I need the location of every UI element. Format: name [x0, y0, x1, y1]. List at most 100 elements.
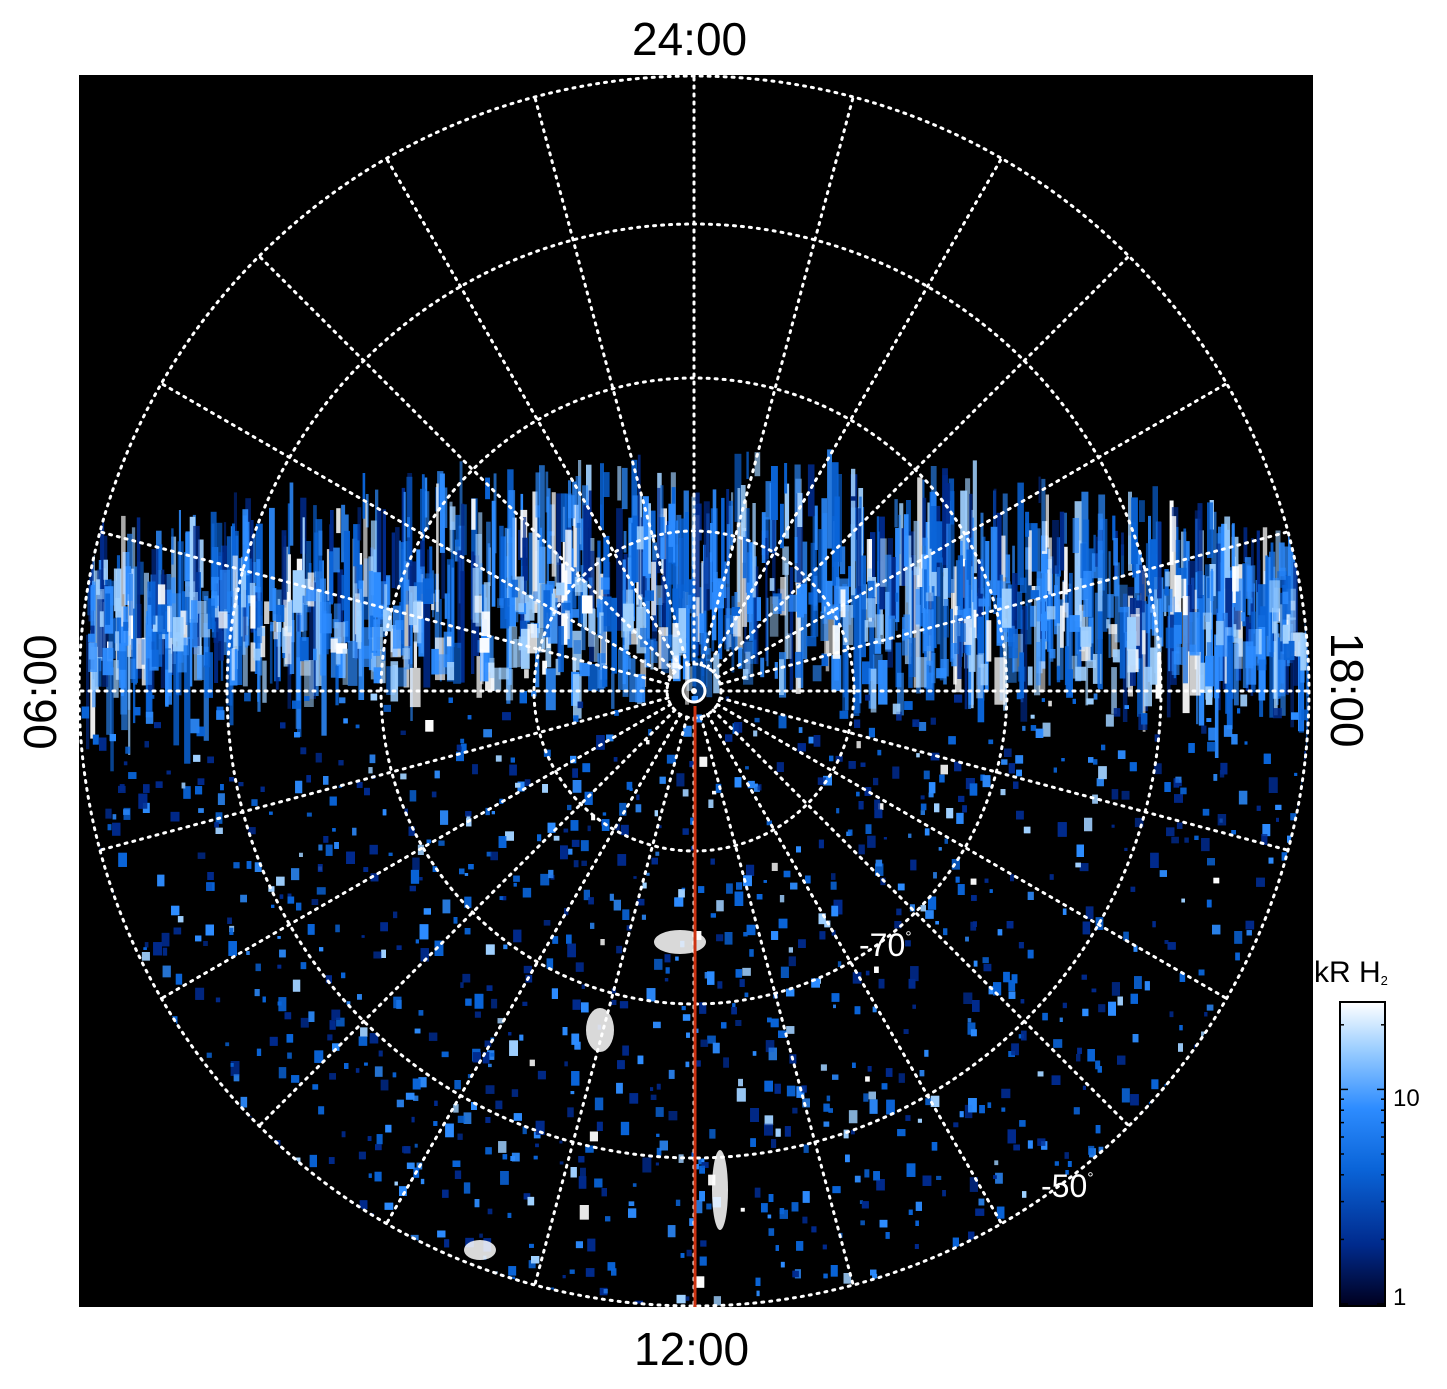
emission-speckle — [464, 896, 472, 908]
emission-oval-patch — [474, 595, 482, 613]
emission-oval-patch — [409, 667, 421, 708]
emission-speckle — [254, 862, 262, 872]
emission-oval-patch — [276, 615, 282, 632]
emission-streak — [446, 559, 454, 682]
emission-speckle — [292, 979, 301, 992]
emission-speckle — [1268, 777, 1278, 793]
emission-speckle — [1091, 988, 1097, 993]
emission-speckle — [465, 998, 472, 1006]
emission-speckle — [125, 746, 131, 754]
emission-oval-patch — [533, 591, 538, 601]
emission-streak — [449, 501, 453, 553]
emission-speckle — [732, 1003, 736, 1007]
emission-speckle — [767, 1017, 772, 1023]
emission-speckle — [835, 755, 843, 762]
emission-speckle — [515, 782, 521, 788]
emission-speckle — [1067, 1161, 1072, 1167]
emission-streak — [568, 495, 575, 519]
emission-speckle — [338, 760, 344, 766]
emission-speckle — [280, 722, 286, 729]
emission-oval-patch — [957, 609, 968, 622]
emission-streak — [827, 449, 832, 549]
emission-streak — [1305, 641, 1309, 755]
emission-streak — [1278, 542, 1285, 577]
emission-speckle — [205, 924, 214, 936]
emission-oval-patch — [382, 609, 393, 632]
emission-speckle — [327, 1034, 333, 1041]
emission-oval-patch — [600, 577, 610, 590]
emission-speckle — [1256, 805, 1261, 811]
emission-speckle — [373, 951, 382, 959]
emission-streak — [1139, 500, 1145, 522]
emission-oval-patch — [733, 609, 741, 637]
emission-speckle — [374, 1066, 383, 1077]
emission-speckle — [1220, 762, 1228, 775]
emission-speckle — [614, 710, 619, 716]
emission-streak — [668, 546, 674, 585]
emission-streak — [1080, 543, 1087, 579]
emission-speckle — [505, 831, 514, 841]
longitude-meridian — [98, 530, 670, 686]
emission-speckle — [953, 1122, 959, 1128]
emission-speckle — [918, 722, 927, 731]
emission-oval-patch — [1092, 653, 1102, 684]
emission-speckle — [1141, 713, 1148, 725]
emission-streak — [184, 637, 191, 764]
emission-streak — [460, 571, 465, 683]
emission-streak — [972, 517, 975, 603]
emission-speckle — [875, 863, 884, 876]
emission-oval-patch — [408, 586, 417, 626]
emission-speckle — [848, 761, 856, 769]
emission-streak — [1121, 532, 1124, 556]
emission-streak — [1069, 572, 1073, 696]
emission-streak — [1005, 554, 1011, 584]
longitude-meridian — [385, 712, 682, 1226]
emission-speckle — [268, 886, 275, 892]
emission-oval-patch — [230, 590, 234, 627]
emission-speckle — [973, 960, 978, 967]
emission-speckle — [920, 810, 925, 815]
emission-oval-patch — [621, 617, 628, 638]
emission-streak — [275, 605, 279, 690]
emission-streak — [712, 489, 717, 595]
emission-speckle — [675, 1309, 680, 1313]
emission-speckle — [975, 1208, 985, 1216]
emission-streak — [807, 464, 815, 517]
emission-oval-patch — [1075, 666, 1087, 681]
emission-speckle — [1053, 1039, 1063, 1048]
emission-streak — [623, 531, 627, 553]
emission-streak — [695, 492, 700, 598]
emission-oval-patch — [276, 604, 285, 622]
emission-streak — [269, 625, 273, 684]
emission-speckle — [1178, 1043, 1183, 1052]
emission-streak — [499, 525, 504, 606]
emission-oval-patch — [508, 626, 518, 668]
emission-speckle — [859, 1200, 863, 1204]
emission-oval-patch — [1111, 624, 1118, 658]
emission-speckle — [1176, 779, 1182, 787]
emission-speckle — [616, 945, 623, 954]
emission-speckle — [617, 1060, 625, 1070]
emission-streak — [737, 488, 741, 603]
emission-speckle — [771, 931, 779, 940]
emission-speckle — [410, 869, 420, 884]
emission-speckle — [260, 786, 265, 792]
emission-speckle — [668, 1069, 675, 1079]
emission-speckle — [1231, 734, 1238, 745]
emission-speckle — [564, 908, 569, 916]
emission-speckle — [1290, 813, 1297, 821]
emission-bright-spot — [654, 930, 706, 954]
emission-speckle — [685, 1296, 690, 1301]
emission-speckle — [583, 889, 590, 901]
emission-speckle — [1201, 1031, 1205, 1038]
emission-oval-patch — [1118, 584, 1128, 613]
emission-speckle — [967, 1018, 972, 1023]
emission-streak — [658, 517, 665, 560]
emission-streak — [1290, 620, 1294, 728]
emission-streak — [462, 504, 467, 556]
longitude-meridian — [718, 530, 1290, 686]
emission-oval-patch — [635, 674, 646, 703]
emission-speckle — [123, 761, 128, 766]
emission-oval-patch — [902, 617, 906, 641]
emission-streak — [382, 509, 386, 624]
